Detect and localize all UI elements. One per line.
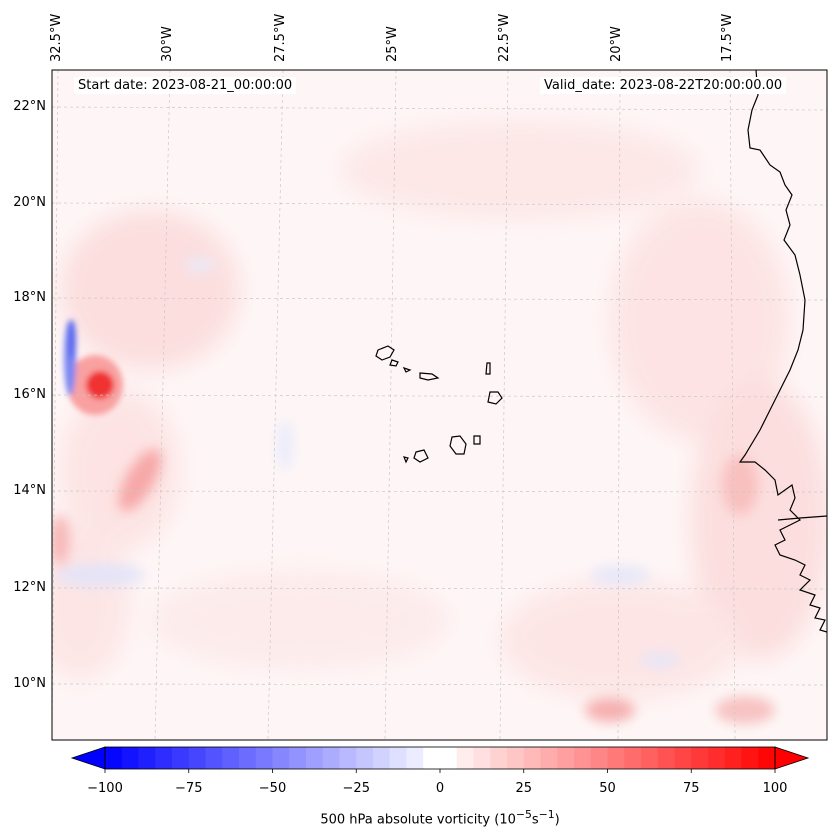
colorbar-step bbox=[255, 747, 273, 769]
colorbar-tick-label: −100 bbox=[87, 781, 123, 796]
colorbar-step bbox=[222, 747, 240, 769]
colorbar-tick-label: −75 bbox=[175, 781, 203, 796]
vorticity-field bbox=[52, 70, 827, 740]
colorbar-tick-label: 50 bbox=[599, 781, 616, 796]
colorbar-step bbox=[674, 747, 692, 769]
colorbar-step bbox=[724, 747, 742, 769]
colorbar-tick-label: 100 bbox=[762, 781, 788, 796]
longitude-label: 27.5°W bbox=[273, 13, 288, 62]
colorbar-step bbox=[440, 747, 458, 769]
colorbar-step bbox=[272, 747, 290, 769]
colorbar bbox=[70, 746, 810, 773]
start-date-label: Start date: 2023-08-21_00:00:00 bbox=[74, 77, 297, 94]
colorbar-step bbox=[339, 747, 357, 769]
latitude-label: 12°N bbox=[13, 580, 46, 595]
longitude-label: 22.5°W bbox=[497, 13, 512, 62]
colorbar-tick-label: −25 bbox=[342, 781, 370, 796]
colorbar-step bbox=[557, 747, 575, 769]
colorbar-step bbox=[590, 747, 608, 769]
colorbar-label: 500 hPa absolute vorticity (10−5s−1) bbox=[320, 808, 560, 828]
colorbar-step bbox=[641, 747, 659, 769]
longitude-label: 32.5°W bbox=[49, 13, 64, 62]
latitude-label: 10°N bbox=[13, 676, 46, 691]
colorbar-step bbox=[389, 747, 407, 769]
colorbar-step bbox=[306, 747, 324, 769]
longitude-label: 30°W bbox=[160, 26, 175, 62]
colorbar-step bbox=[239, 747, 257, 769]
cape-verde-islands bbox=[375, 345, 503, 464]
colorbar-step bbox=[490, 747, 508, 769]
colorbar-step bbox=[356, 747, 374, 769]
colorbar-step bbox=[172, 747, 190, 769]
colorbar-tick-label: −50 bbox=[258, 781, 287, 796]
colorbar-step bbox=[540, 747, 558, 769]
gridlines bbox=[52, 70, 827, 740]
colorbar-step bbox=[373, 747, 391, 769]
colorbar-step bbox=[155, 747, 173, 769]
colorbar-step bbox=[758, 747, 776, 769]
colorbar-tick-label: 0 bbox=[435, 781, 445, 796]
colorbar-step bbox=[507, 747, 525, 769]
colorbar-step bbox=[691, 747, 709, 769]
latitude-label: 14°N bbox=[13, 483, 46, 498]
colorbar-step bbox=[523, 747, 541, 769]
colorbar-step bbox=[188, 747, 206, 769]
latitude-label: 22°N bbox=[13, 99, 46, 114]
colorbar-step bbox=[406, 747, 424, 769]
colorbar-step bbox=[473, 747, 491, 769]
colorbar-tick-label: 25 bbox=[515, 781, 533, 796]
colorbar-step bbox=[708, 747, 726, 769]
longitude-label: 17.5°W bbox=[720, 13, 735, 62]
latitude-label: 20°N bbox=[13, 195, 46, 210]
longitude-label: 25°W bbox=[385, 26, 400, 62]
latitude-label: 18°N bbox=[13, 290, 46, 305]
colorbar-step bbox=[138, 747, 156, 769]
colorbar-step bbox=[456, 747, 474, 769]
colorbar-step bbox=[657, 747, 675, 769]
colorbar-step bbox=[289, 747, 307, 769]
colorbar-step bbox=[205, 747, 223, 769]
colorbar-step bbox=[423, 747, 441, 769]
colorbar-step bbox=[574, 747, 592, 769]
latitude-label: 16°N bbox=[13, 387, 46, 402]
colorbar-step bbox=[607, 747, 625, 769]
colorbar-tick-label: 75 bbox=[682, 781, 700, 796]
colorbar-step bbox=[121, 747, 139, 769]
coastline-africa bbox=[738, 70, 827, 633]
colorbar-step bbox=[741, 747, 759, 769]
colorbar-step bbox=[322, 747, 340, 769]
colorbar-step bbox=[624, 747, 642, 769]
longitude-label: 20°W bbox=[609, 26, 624, 62]
colorbar-step bbox=[105, 747, 123, 769]
valid-date-label: Valid_date: 2023-08-22T20:00:00.00 bbox=[540, 77, 787, 94]
